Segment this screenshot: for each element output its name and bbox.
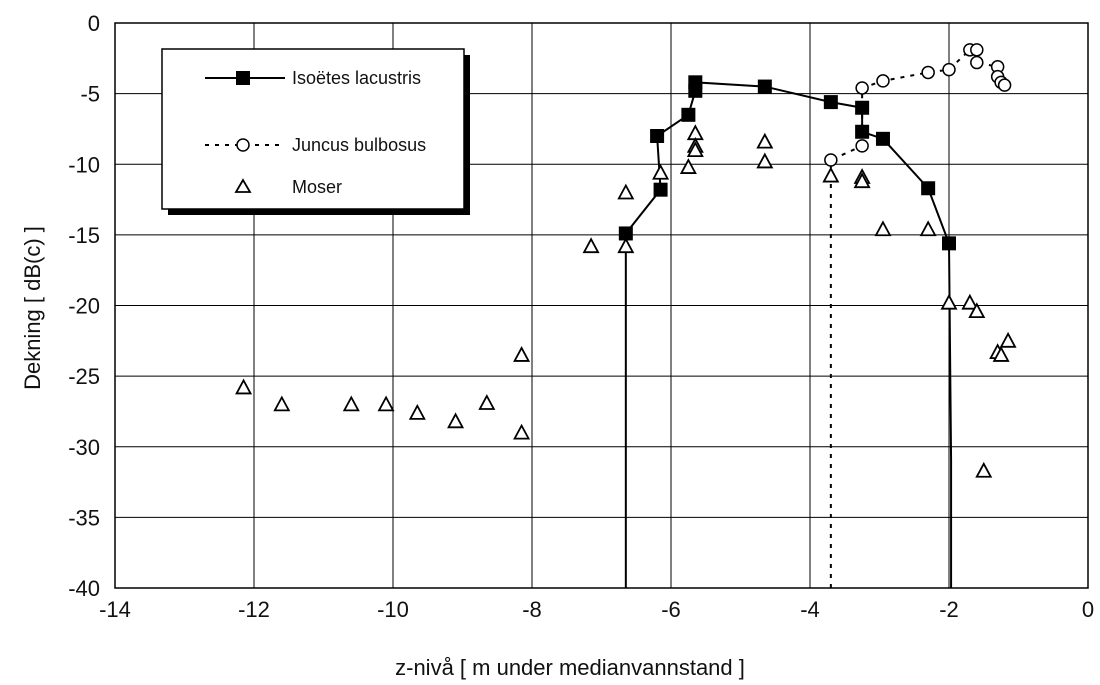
- series-2: [824, 43, 1012, 588]
- x-tick-label: -8: [522, 597, 542, 622]
- series-layer: [235, 43, 1017, 588]
- x-tick-label: -6: [661, 597, 681, 622]
- data-point-triangle: [652, 163, 670, 180]
- data-point-square: [618, 226, 633, 241]
- data-point-circle: [876, 74, 890, 88]
- x-tick-label: -12: [238, 597, 270, 622]
- y-axis-ticks: 0 -5 -10 -15 -20 -25 -30 -35 -40: [68, 11, 100, 601]
- legend-entry-juncus: Juncus bulbosus: [205, 135, 426, 155]
- data-point-square: [688, 75, 703, 90]
- series-3: [235, 124, 1017, 478]
- plot-border: [114, 22, 1089, 589]
- legend-box: [161, 48, 465, 210]
- legend-entry-isoetes: Isoëtes lacustris: [205, 68, 421, 88]
- data-point-triangle: [447, 412, 465, 429]
- data-point-triangle: [919, 220, 937, 237]
- legend-label-juncus: Juncus bulbosus: [292, 135, 426, 155]
- x-axis-label: z-nivå [ m under medianvannstand ]: [395, 655, 745, 680]
- plot-frame: [114, 22, 1089, 589]
- data-point-square: [875, 131, 890, 146]
- data-point-triangle: [617, 237, 635, 254]
- x-tick-label: -10: [377, 597, 409, 622]
- y-tick-label: -20: [68, 294, 100, 319]
- y-tick-label: -40: [68, 576, 100, 601]
- legend-entry-moser: Moser: [234, 177, 342, 197]
- data-point-square: [823, 95, 838, 110]
- data-point-triangle: [679, 158, 697, 174]
- data-point-square: [681, 107, 696, 122]
- data-point-square: [650, 129, 665, 143]
- data-point-triangle: [853, 172, 871, 189]
- data-point-triangle: [992, 346, 1010, 362]
- legend-label-isoetes: Isoëtes lacustris: [292, 68, 421, 88]
- data-point-triangle: [874, 220, 892, 237]
- data-point-triangle: [756, 152, 774, 169]
- series-line: [624, 81, 953, 588]
- data-point-square: [942, 236, 956, 251]
- series-line: [829, 48, 1006, 588]
- data-point-circle: [855, 139, 869, 153]
- y-tick-label: -35: [68, 505, 100, 530]
- y-tick-label: -25: [68, 364, 100, 389]
- data-point-triangle: [999, 331, 1017, 348]
- legend: Isoëtes lacustris Juncus bulbosus Moser: [161, 48, 470, 215]
- data-point-triangle: [513, 346, 531, 362]
- data-point-triangle: [975, 461, 993, 478]
- y-axis-label: Dekning [ dB(c) ]: [20, 226, 45, 390]
- y-tick-label: -15: [68, 223, 100, 248]
- data-point-circle: [855, 81, 869, 95]
- data-point-triangle: [377, 395, 395, 412]
- data-point-triangle: [822, 166, 840, 183]
- data-point-triangle: [940, 293, 958, 310]
- triangle-marker-icon: [234, 178, 252, 193]
- x-tick-label: -2: [939, 597, 959, 622]
- y-tick-label: -30: [68, 435, 100, 460]
- data-point-triangle: [342, 395, 360, 412]
- series-1: [618, 75, 956, 588]
- data-point-triangle: [961, 293, 979, 310]
- data-point-circle: [970, 55, 984, 70]
- data-point-triangle: [686, 141, 704, 158]
- y-tick-label: -5: [80, 82, 100, 107]
- y-tick-label: -10: [68, 152, 100, 177]
- data-point-square: [921, 181, 936, 196]
- square-marker-icon: [236, 71, 250, 85]
- data-point-triangle: [478, 394, 496, 410]
- circle-marker-icon: [236, 138, 250, 152]
- data-point-triangle: [235, 378, 253, 395]
- data-point-triangle: [756, 132, 774, 149]
- data-point-circle: [970, 43, 984, 57]
- data-point-circle: [942, 62, 956, 77]
- x-tick-label: 0: [1082, 597, 1094, 622]
- data-point-triangle: [273, 395, 291, 412]
- data-point-circle: [921, 65, 935, 80]
- data-point-triangle: [968, 302, 986, 319]
- x-tick-label: -4: [800, 597, 820, 622]
- data-point-square: [757, 79, 772, 94]
- data-point-triangle: [408, 403, 426, 420]
- x-tick-label: -14: [99, 597, 131, 622]
- legend-label-moser: Moser: [292, 177, 342, 197]
- data-point-circle: [997, 78, 1012, 92]
- data-point-triangle: [582, 237, 600, 254]
- data-point-square: [653, 182, 668, 197]
- data-point-triangle: [513, 423, 531, 440]
- data-point-square: [855, 124, 870, 139]
- y-tick-label: 0: [88, 11, 100, 36]
- data-point-triangle: [617, 183, 635, 200]
- x-axis-ticks: -14 -12 -10 -8 -6 -4 -2 0: [99, 597, 1094, 622]
- data-point-circle: [824, 153, 838, 167]
